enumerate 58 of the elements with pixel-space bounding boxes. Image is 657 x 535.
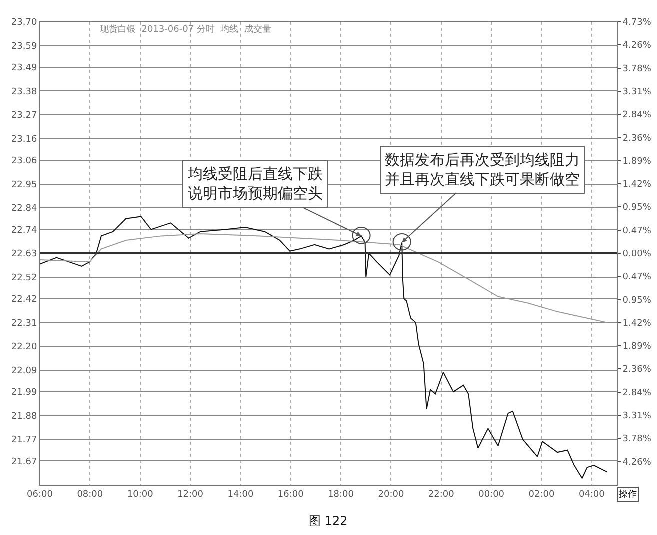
y-tick-label: 23.59	[11, 42, 38, 52]
y-tick-label: 21.67	[11, 457, 38, 468]
x-tick-label: 20:00	[378, 490, 404, 500]
y2-tick-label: 2.84%	[622, 110, 652, 121]
x-tick-label: 10:00	[127, 490, 154, 500]
y2-tick-label: 0.47%	[622, 272, 652, 283]
y-tick-label: 22.84	[11, 204, 38, 214]
y-tick-label: 22.20	[11, 342, 38, 353]
y-tick-label: 23.70	[11, 18, 38, 28]
y2-tick-label: 3.78%	[622, 434, 652, 445]
x-tick-label: 02:00	[528, 490, 555, 500]
y-tick-label: 23.27	[11, 111, 38, 122]
y-tick-label: 23.16	[11, 134, 38, 145]
y-tick-label: 23.38	[11, 87, 38, 98]
y-tick-label: 21.77	[11, 436, 38, 446]
caption: 图 122	[309, 514, 348, 528]
y-tick-label: 21.88	[11, 412, 38, 422]
y2-tick-label: 4.26%	[622, 458, 652, 468]
y2-tick-label: 0.95%	[622, 203, 652, 214]
y2-tick-label: 2.36%	[622, 365, 652, 376]
y2-tick-label: 1.89%	[622, 342, 652, 352]
y2-tick-label: 3.78%	[622, 64, 652, 75]
y-tick-label: 22.42	[11, 295, 38, 306]
annotation: 均线受阻后直线下跌说明市场预期偏空头	[187, 165, 323, 202]
y2-tick-label: 2.36%	[622, 134, 652, 144]
y2-tick-label: 2.84%	[622, 388, 652, 399]
x-tick-label: 22:00	[428, 490, 455, 500]
y2-tick-label: 3.31%	[622, 412, 652, 422]
x-tick-label: 16:00	[278, 490, 304, 500]
y-tick-label: 23.49	[11, 64, 38, 74]
y2-tick-label: 0.95%	[622, 296, 652, 306]
y-tick-label: 23.06	[11, 156, 38, 167]
y-tick-label: 22.09	[11, 366, 38, 376]
x-tick-label: 14:00	[228, 490, 254, 500]
y-tick-label: 22.95	[11, 180, 38, 190]
y2-tick-label: 4.73%	[622, 18, 652, 28]
y2-tick-label: 1.89%	[622, 157, 652, 168]
x-tick-label: 12:00	[178, 490, 204, 500]
x-tick-label: 04:00	[578, 490, 606, 500]
line-series	[40, 216, 608, 480]
x-tick-label: 18:00	[328, 490, 354, 500]
y-tick-label: 21.99	[11, 388, 38, 398]
y-tick-label: 22.63	[11, 250, 38, 260]
y2-tick-label: 0.47%	[622, 226, 652, 237]
annotation: 数据发布后再次受到均线阻力并且再次直线下跌可果断做空	[385, 151, 580, 188]
y2-tick-label: 4.26%	[622, 41, 652, 52]
y2-tick-label: 1.42%	[622, 319, 652, 330]
x-tick-label: 00:00	[478, 490, 505, 500]
x-tick-label: 06:00	[27, 490, 54, 500]
y2-tick-label: 3.31%	[622, 88, 652, 98]
y2-tick-label: 1.42%	[622, 180, 652, 190]
y2-tick-label: 0.00%	[622, 250, 652, 260]
x-tick-label: 08:00	[77, 490, 104, 500]
chart-title: 现货白银 2013-06-07 分时 均线 成交量	[100, 24, 272, 35]
text: 操作	[619, 489, 637, 500]
y-tick-label: 22.31	[11, 318, 38, 329]
y-tick-label: 22.74	[11, 226, 38, 236]
y-tick-label: 22.52	[11, 273, 38, 284]
